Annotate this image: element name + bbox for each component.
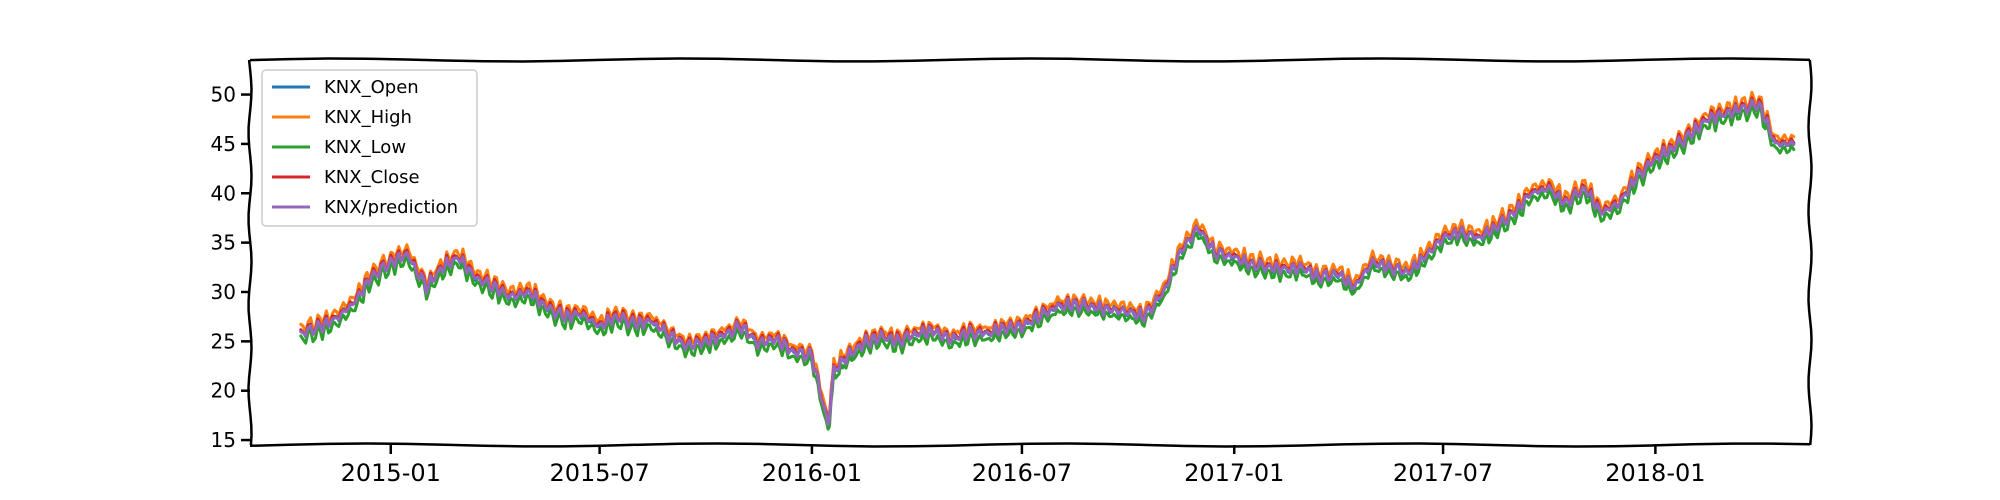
legend-label: KNX_Open	[324, 77, 419, 98]
y-tick-label: 30	[211, 280, 236, 304]
series-line-knx-low	[299, 102, 1796, 431]
legend-entries: KNX_Open KNX_High KNX_Low KNX_Close KNX/pred…	[272, 77, 458, 218]
y-tick-label: 25	[211, 329, 236, 353]
x-tick-label: 2017-01	[1184, 459, 1284, 487]
series-line-knx-open	[299, 98, 1796, 427]
series-line-knx-high	[299, 90, 1796, 420]
legend: KNX_Open KNX_High KNX_Low KNX_Close KNX/pred…	[261, 69, 478, 227]
y-tick-label: 45	[211, 132, 236, 156]
plot-lines	[299, 90, 1796, 431]
legend-label: KNX/prediction	[324, 197, 458, 218]
x-tick-label: 2018-01	[1605, 459, 1705, 487]
x-tick-label: 2015-01	[341, 459, 441, 487]
y-tick-label: 40	[211, 181, 236, 205]
x-axis: 2015-01 2015-07 2016-01 2016-07 2017-01 2017-…	[341, 445, 1706, 487]
series-line-knx-prediction	[299, 98, 1796, 427]
x-tick-label: 2017-07	[1393, 459, 1493, 487]
axes-frame	[247, 57, 1813, 448]
x-tick-label: 2016-07	[972, 459, 1072, 487]
y-axis: 15 20 25 30 35 40 45 50	[211, 83, 250, 452]
legend-label: KNX_High	[324, 107, 412, 128]
y-tick-label: 50	[211, 83, 236, 107]
x-tick-label: 2015-07	[549, 459, 649, 487]
y-tick-label: 20	[211, 379, 236, 403]
y-tick-label: 35	[211, 231, 236, 255]
legend-label: KNX_Close	[324, 167, 420, 188]
legend-box	[261, 69, 478, 227]
x-tick-label: 2016-01	[762, 459, 862, 487]
y-tick-label: 15	[211, 428, 236, 452]
series-line-knx-close	[299, 96, 1796, 424]
legend-label: KNX_Low	[324, 137, 406, 158]
